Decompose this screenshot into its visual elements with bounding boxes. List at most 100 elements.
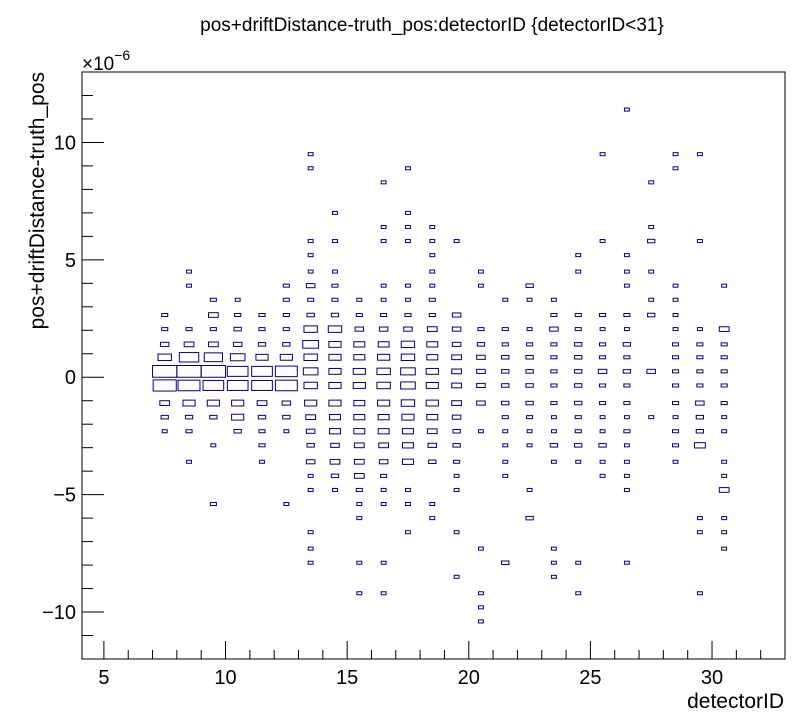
bin-box (599, 383, 607, 388)
bin-box (575, 269, 582, 274)
bin-box (721, 530, 728, 535)
bin-box (718, 487, 730, 493)
bin-box (226, 379, 249, 391)
bin-box (328, 353, 342, 361)
bin-box (282, 327, 290, 332)
bin-box (720, 342, 728, 347)
bin-box (478, 429, 484, 434)
bin-box (453, 473, 460, 478)
bin-box (353, 341, 366, 348)
bin-box (307, 253, 314, 258)
bin-box (575, 459, 582, 464)
bin-box (501, 383, 510, 388)
bin-box (305, 414, 317, 421)
bin-box (306, 312, 315, 318)
x-tick-label: 15 (336, 667, 358, 689)
bin-box (672, 429, 680, 434)
bin-box (279, 353, 293, 361)
bin-box (501, 342, 509, 347)
bin-box (184, 414, 194, 420)
x-tick-label: 25 (579, 667, 601, 689)
bin-box (622, 342, 632, 347)
bin-box (453, 530, 460, 535)
bin-box (695, 400, 705, 406)
bin-box (672, 327, 679, 332)
bin-box (623, 443, 630, 448)
bin-box (307, 239, 314, 244)
bin-box (307, 546, 314, 551)
bin-box (400, 367, 416, 376)
bin-box (330, 442, 340, 448)
bin-box (356, 591, 363, 596)
bin-box (623, 327, 630, 332)
bin-box (721, 546, 728, 551)
bin-box (426, 414, 439, 421)
bin-box (282, 297, 290, 302)
bin-box (453, 459, 461, 464)
bin-box (401, 458, 414, 465)
bin-box (328, 367, 342, 375)
bin-box (502, 459, 509, 464)
bin-box (231, 413, 245, 421)
bin-box (353, 458, 365, 465)
bin-box (329, 428, 341, 435)
bin-box (328, 382, 342, 389)
bin-box (574, 429, 582, 434)
bin-box (502, 429, 509, 434)
bin-box (405, 239, 411, 244)
bin-box (599, 355, 607, 360)
bin-box (550, 429, 557, 434)
bin-box (378, 442, 389, 449)
bin-box (672, 459, 679, 464)
x-tick-label: 30 (701, 667, 723, 689)
bin-box (451, 368, 462, 375)
bin-box (599, 239, 606, 244)
bin-box (330, 312, 340, 318)
bin-box (405, 297, 411, 302)
bin-box (380, 239, 387, 244)
bin-box (353, 473, 365, 479)
bin-box (623, 429, 631, 434)
bin-box (526, 342, 534, 347)
y-exponent-label: ×10−6 (82, 47, 130, 75)
bin-box (599, 429, 606, 434)
bin-box (623, 283, 630, 288)
y-tick-label: −10 (42, 602, 76, 624)
bin-box (186, 459, 192, 464)
bin-box (501, 415, 509, 420)
bin-box (598, 443, 607, 448)
bin-box (672, 383, 680, 388)
bin-box (451, 382, 462, 389)
bin-box (453, 574, 460, 579)
x-axis: 5 10 15 20 25 30 (98, 641, 762, 689)
bin-box (231, 399, 245, 407)
bin-box (161, 429, 168, 434)
bin-box (575, 253, 582, 258)
bin-box (693, 442, 706, 449)
bin-box (207, 312, 219, 318)
bin-box (452, 428, 461, 434)
bin-box (283, 429, 290, 434)
bin-box (427, 442, 438, 448)
bin-box (648, 269, 655, 274)
y-exponent-power: −6 (114, 47, 130, 63)
bin-box (550, 401, 558, 406)
bin-box (623, 313, 631, 318)
bin-box (428, 297, 436, 302)
bin-box (721, 473, 728, 478)
bin-box (696, 530, 703, 535)
bin-box (305, 459, 316, 465)
bin-box (377, 428, 390, 435)
bin-box (549, 443, 559, 448)
bin-box (282, 313, 290, 318)
bin-box (550, 313, 558, 318)
bin-box (696, 342, 704, 347)
bin-box (251, 365, 273, 377)
bin-box (356, 297, 363, 302)
bin-box (648, 224, 655, 229)
bin-box (623, 401, 631, 406)
bin-box (226, 365, 249, 377)
bin-box (178, 352, 200, 363)
bin-box (400, 399, 416, 407)
plot-frame (81, 71, 786, 660)
